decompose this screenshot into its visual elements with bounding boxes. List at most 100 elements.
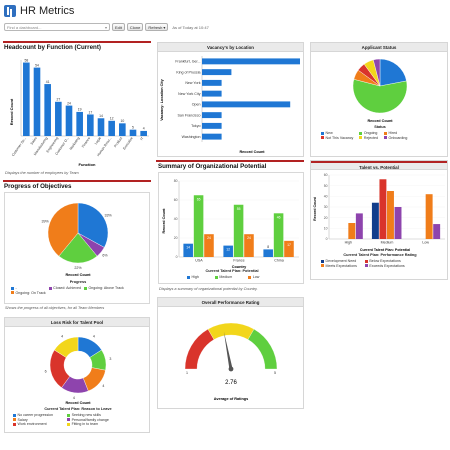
org-y-tick: 60 [174,198,178,202]
objectives-legend-item-: - [11,286,46,290]
legend-swatch [67,422,71,426]
legend-swatch [13,413,16,417]
headcount-data-label: 14 [99,114,103,118]
dashboard-toolbar: Find a dashboard... ▾ Edit Clone Refresh… [4,22,209,32]
dashboard-search-select[interactable]: Find a dashboard... ▾ [4,23,110,31]
legend-label: Rejected [363,135,379,140]
legend-label: Meets Expectations [325,263,357,268]
headcount-data-label: 27 [56,98,60,102]
headcount-bar [140,130,147,136]
legend-swatch [321,131,324,135]
loss-risk-slice-label: 4 [73,396,75,400]
legend-label: Exceeds Expectations [369,263,405,268]
org-potential-frame: 0 20 40 60 80 USA France China 14 65 24 12 55 24 8 46 17… [158,172,304,284]
legend-swatch [83,286,87,290]
org-data-label: 46 [277,215,281,219]
legend-label: Seeking new skills [71,413,101,417]
objectives-slice-label: 39% [41,219,49,223]
objectives-legend-item-closed-achieved: Closed: Achieved [48,286,81,290]
refresh-dropdown-icon: ▾ [163,24,166,30]
org-bar-low [284,240,294,257]
headcount-bar [87,114,94,136]
talent-legend: Development Need Below Expectations Meets … [321,259,405,268]
legend-swatch [321,136,324,139]
edit-button[interactable]: Edit [112,23,125,31]
vacancy-bar [202,90,222,97]
headcount-data-label: 12 [110,117,114,121]
legend-swatch [364,264,368,267]
headcount-bar [23,62,30,136]
legend-label: Onboarding [388,135,408,140]
talent-y-tick: 20 [324,216,328,220]
headcount-bar [33,67,41,136]
legend-label: Development Need [325,259,357,263]
loss-risk-legend-title: Current Talent Plan: Reason to Leave [44,407,112,411]
org-data-label: 8 [267,245,269,249]
org-legend: High Medium Low [187,275,259,279]
org-data-label: 55 [237,207,241,211]
org-legend-item-medium: Medium [214,275,232,279]
objectives-slice [58,232,98,264]
gauge-band [207,322,255,340]
loss-risk-panel: Loss Risk for Talent Pool 4 3 4 4 6 4 Record … [4,317,150,433]
headcount-category-label: Customer Se... [11,136,27,157]
refresh-button[interactable]: Refresh ▾ [145,23,169,31]
talent-legend-title: Current Talent Plan: Performance Rating [343,253,417,257]
legend-swatch [13,422,16,426]
legend-label: Salary [17,417,28,422]
talent-y-tick: 50 [324,184,328,188]
headcount-category-label: Product [113,136,123,148]
org-category-label: China [274,259,283,263]
gauge-hub [228,366,234,372]
org-category-label: USA [195,259,203,263]
objectives-slice [77,202,109,248]
loss-risk-slice-label: 6 [45,369,47,373]
section-divider [3,41,151,43]
legend-swatch [67,413,71,417]
applicant-chart: Record Count [352,58,408,123]
talent-legend-item-development-need: Development Need [321,259,357,263]
talent-legend-item-meets-expectations: Meets Expectations [321,264,357,268]
objectives-slice-label: 22% [74,266,82,270]
headcount-xlabel: Function [79,162,96,167]
applicant-panel: Applicant Status Record Count Status New… [310,42,448,157]
loss-risk-chart: 4 3 4 4 6 4 Record Count [45,334,112,405]
legend-swatch [11,286,14,290]
org-data-label: 24 [207,236,211,240]
legend-swatch [13,418,16,421]
talent-y-tick: 40 [324,195,328,199]
applicant-legend-item-not-this-vacancy: Not This Vacancy [321,136,353,140]
app-header: HR Metrics [4,2,74,20]
objectives-legend-item-ongoing-on-track: Ongoing: On Track [11,291,46,295]
applicant-legend-item-ongoing: Ongoing [359,131,378,135]
org-data-label: 12 [226,248,230,252]
org-legend-item-high: High [187,275,199,279]
org-data-label: 65 [197,197,201,201]
talent-bar-exceeds-expectations [433,224,441,239]
headcount-data-label: 19 [78,108,82,112]
last-refreshed-text: As of Today at 10:47 [172,24,209,30]
gauge-max-label: 5 [274,371,276,375]
legend-label: Personal/family change [71,417,109,422]
headcount-category-label: IT [139,136,144,141]
legend-label: New [325,131,333,135]
headcount-bar [108,120,115,136]
legend-label: Ongoing: On Track [15,290,46,295]
loss-risk-axis-label: Record Count [65,401,91,405]
legend-label: Ongoing [363,131,378,135]
talent-y-tick: 10 [324,227,328,231]
objectives-legend-item-ongoing-above-track: Ongoing: Above Track [83,286,124,290]
headcount-category-label: Marketing [69,136,81,151]
section-divider [3,180,151,182]
performance-title: Overall Performance Rating [158,298,303,307]
org-legend-item-low: Low [248,275,259,279]
clone-button[interactable]: Clone [126,23,144,31]
objectives-slice-label: 6% [102,254,108,258]
org-data-label: 17 [287,243,291,247]
org-bar-high [263,249,273,257]
headcount-data-label: 10 [120,119,124,123]
loss-risk-legend-item-work-environment: Work environment [13,422,53,426]
talent-panel: Talent vs. Potential 0 10 20 30 40 50 60 High Me… [310,160,448,280]
legend-label: Hired [388,131,398,135]
